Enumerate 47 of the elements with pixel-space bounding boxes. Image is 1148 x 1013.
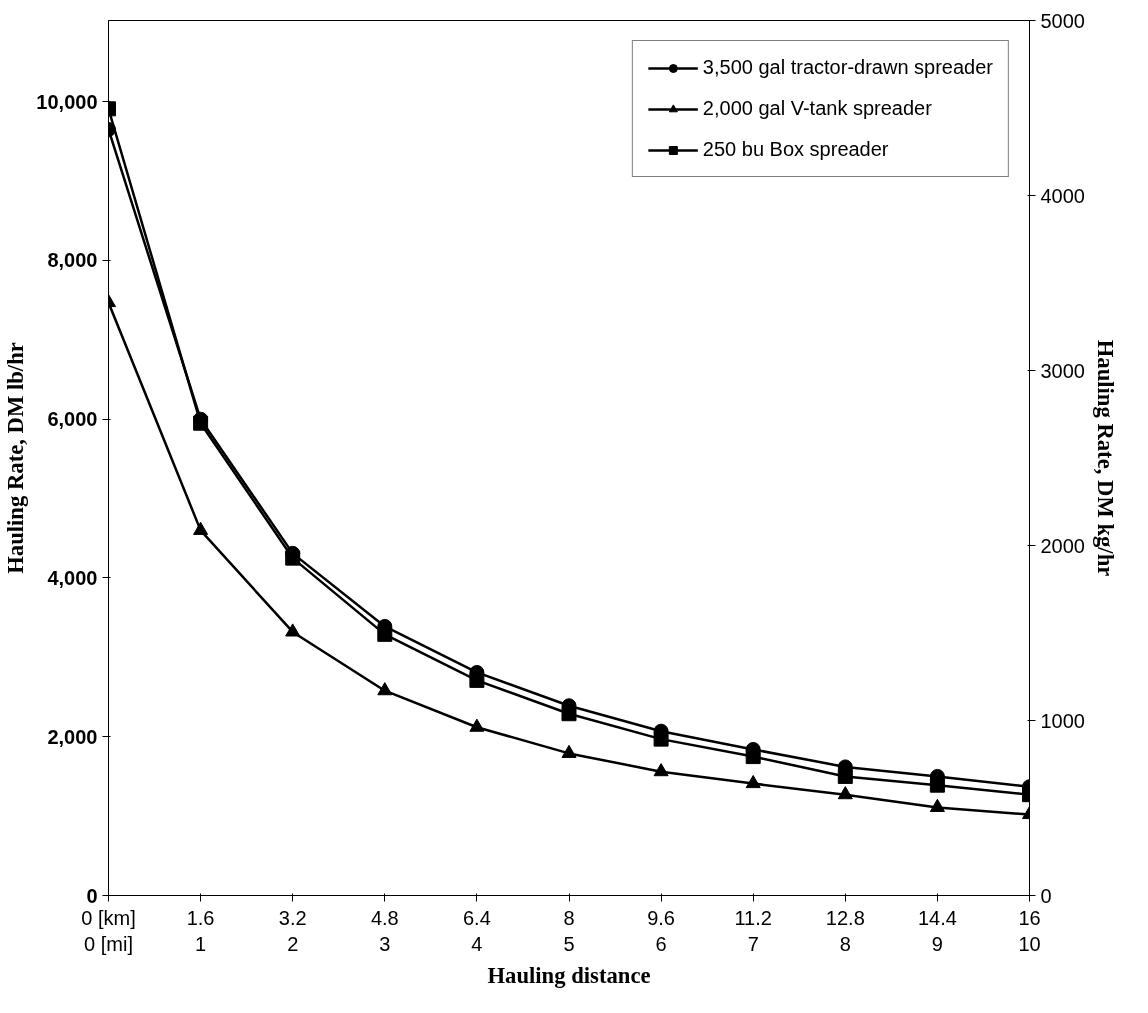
point (469, 672, 485, 688)
y-tick-label: 10,000 (36, 90, 98, 113)
point (193, 415, 209, 431)
y-tick-label: 4,000 (47, 566, 98, 589)
y-tick-label: 0 (86, 884, 98, 907)
legend-label: 3,500 gal tractor-drawn spreader (702, 56, 993, 79)
y2-tick-label: 5000 (1040, 9, 1085, 32)
y-tick-label: 2,000 (47, 725, 98, 748)
y2-tick-label: 1000 (1040, 709, 1085, 732)
point (929, 798, 945, 812)
x-tick-label: 16 10 (1018, 906, 1041, 955)
x-tick-label: 8 5 (563, 906, 575, 955)
legend-label: 250 bu Box spreader (702, 138, 889, 161)
point (377, 626, 393, 642)
x-tick-label: 14.4 9 (917, 906, 957, 955)
point (285, 623, 301, 637)
y2-tick-label: 0 (1040, 884, 1052, 907)
legend-label: 2,000 gal V-tank spreader (702, 97, 932, 120)
point (285, 550, 301, 566)
point (377, 682, 393, 696)
x-tick-label: 9.6 6 (647, 906, 676, 955)
y2-tick-label: 4000 (1040, 184, 1085, 207)
y-tick-label: 6,000 (47, 408, 98, 431)
y-axis-title: Hauling Rate, DM lb/hr (3, 342, 29, 574)
x-tick-label: 11.2 7 (734, 906, 772, 955)
point (653, 731, 669, 747)
point (561, 744, 577, 758)
point (561, 706, 577, 722)
x-tick-label: 4.8 3 (370, 906, 399, 955)
y2-tick-label: 3000 (1040, 359, 1085, 382)
point (469, 718, 485, 732)
y-tick-label: 8,000 (47, 249, 98, 272)
x-tick-label: 6.4 4 (463, 906, 491, 955)
y2-axis-title: Hauling Rate, DM kg/hr (1092, 339, 1118, 577)
point (837, 768, 853, 784)
point (193, 521, 209, 535)
point (653, 763, 669, 777)
point (745, 774, 761, 789)
point (745, 749, 761, 765)
x-tick-label: 0 [km] 0 [mi] (81, 906, 136, 955)
y2-tick-label: 2000 (1040, 534, 1085, 557)
point (929, 777, 945, 793)
x-tick-label: 12.8 8 (825, 906, 865, 955)
x-tick-label: 1.6 1 (186, 906, 215, 955)
x-axis-title: Hauling distance (487, 962, 651, 988)
point (837, 786, 853, 800)
x-tick-label: 3.2 2 (278, 906, 307, 955)
